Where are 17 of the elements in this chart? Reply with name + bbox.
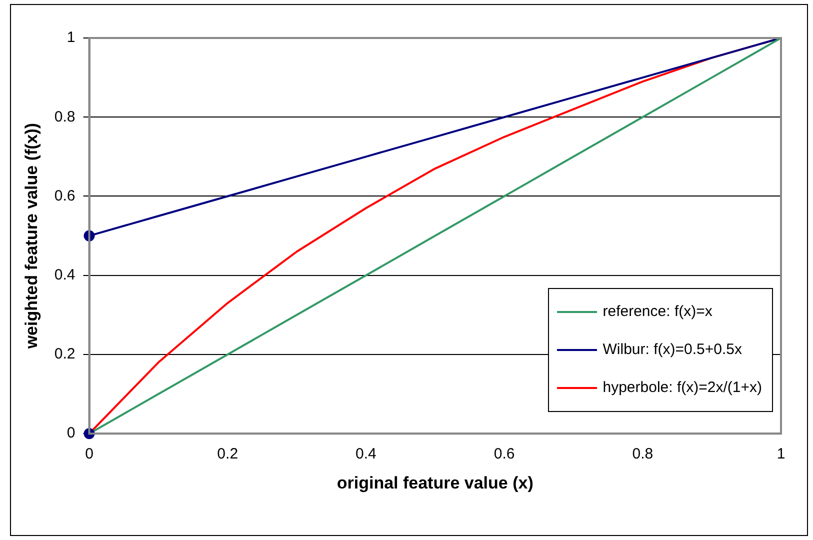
x-tick-label: 1 [776,446,786,463]
x-axis-title: original feature value (x) [336,473,534,492]
legend-label: reference: f(x)=x [602,303,712,320]
y-tick-label: 1 [66,29,76,46]
y-tick-label: 0.2 [54,346,76,363]
y-axis-title: weighted feature value (f(x)) [22,122,41,350]
x-tick-label: 0.2 [217,446,238,463]
x-tick-label: 0.6 [494,446,515,463]
y-tick-label: 0.6 [54,187,76,204]
y-tick-label: 0 [66,424,76,442]
legend-label: Wilbur: f(x)=0.5+0.5x [602,341,742,358]
x-tick-label: 0 [85,446,94,463]
legend-label: hyperbole: f(x)=2x/(1+x) [602,379,762,396]
y-tick-label: 0.4 [54,266,76,284]
y-tick-label: 0.8 [54,108,76,126]
x-tick-label: 0.4 [356,446,376,463]
x-tick-label: 0.8 [632,446,654,463]
